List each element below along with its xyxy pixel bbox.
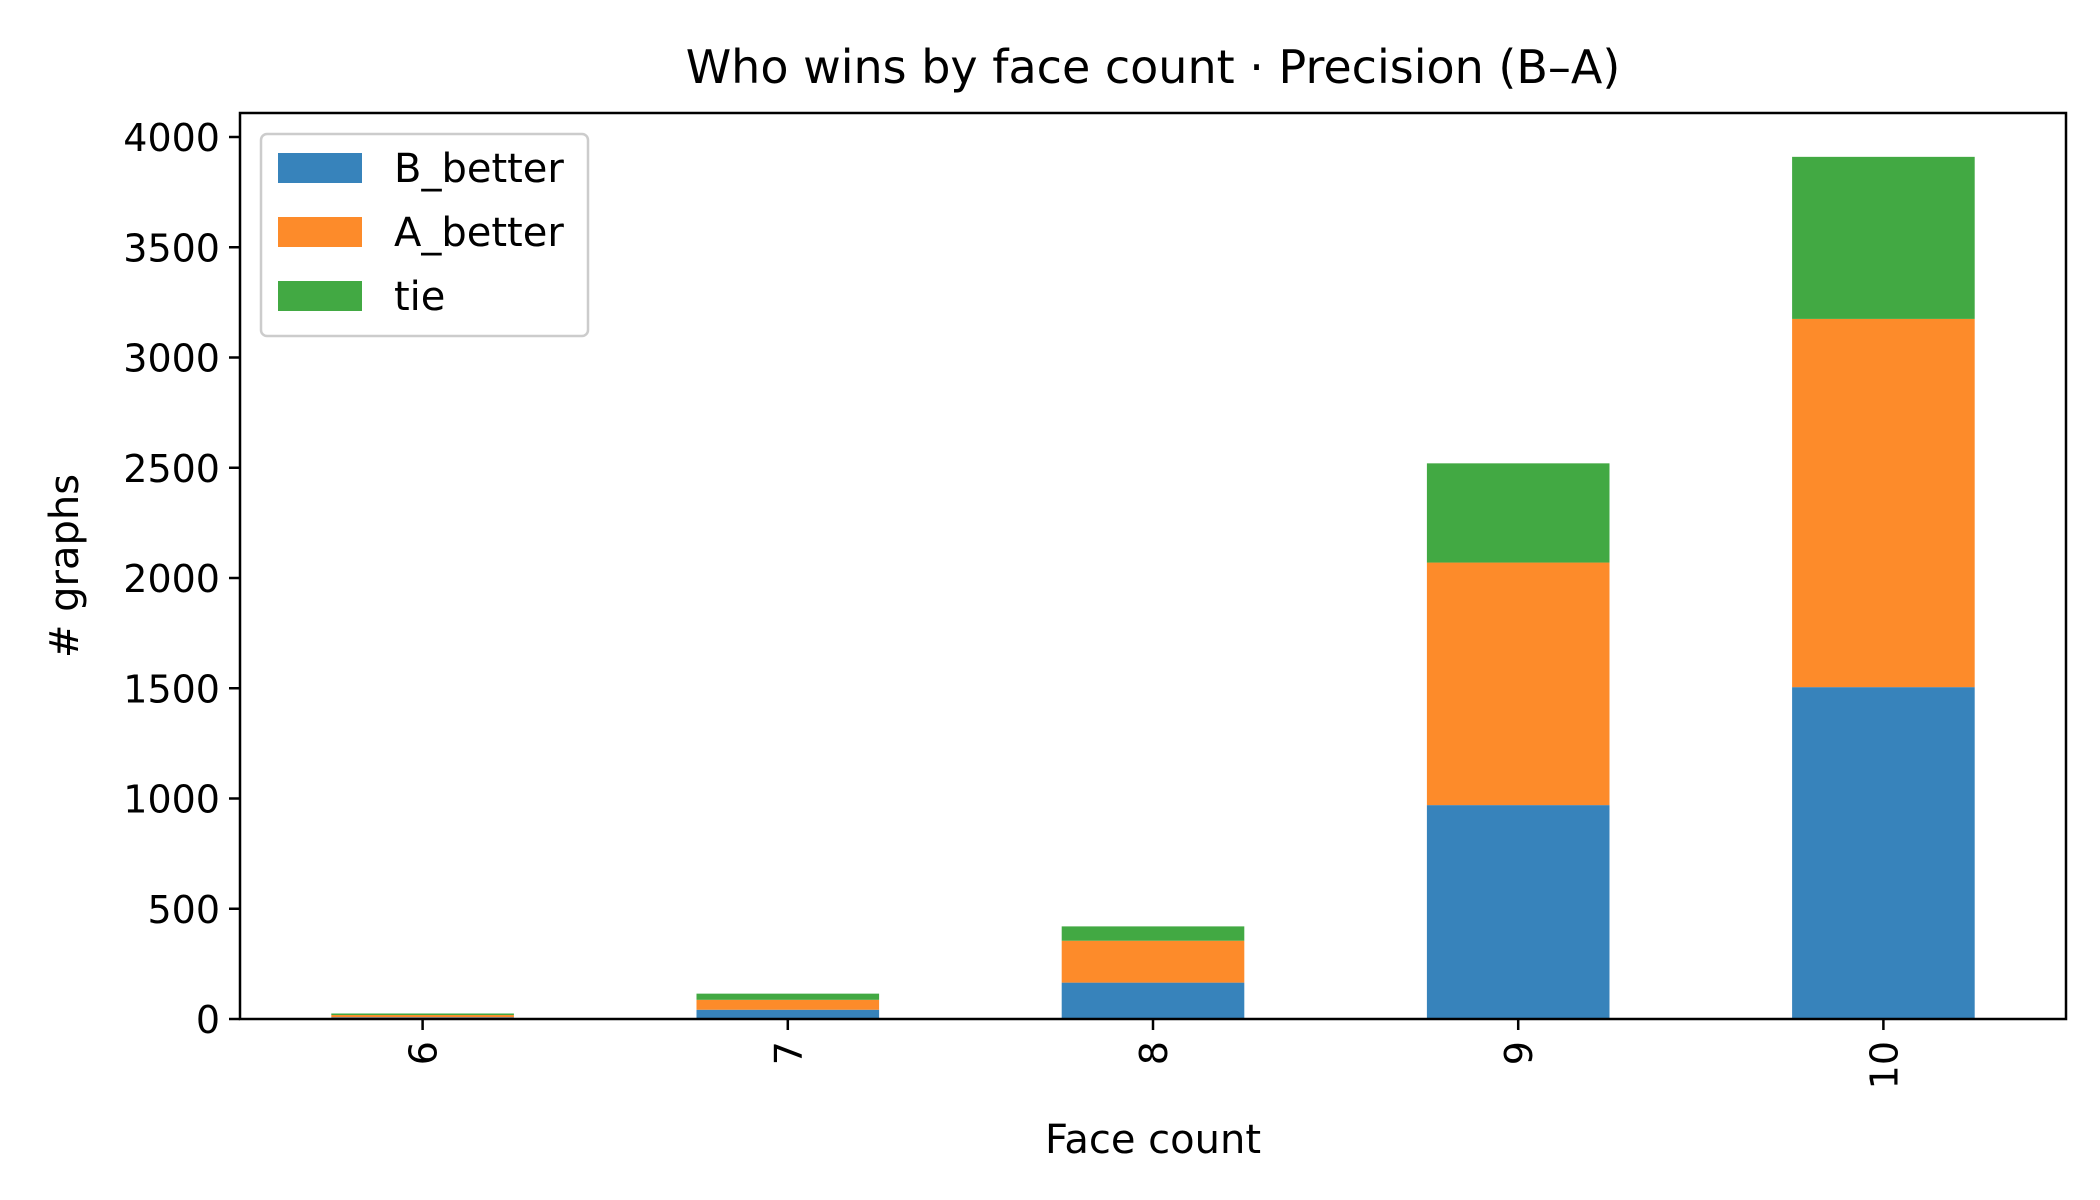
y-tick-label: 0 <box>196 998 220 1042</box>
y-tick-label: 4000 <box>123 116 220 160</box>
x-tick-label: 6 <box>402 1041 446 1065</box>
legend-swatch-tie <box>278 281 362 311</box>
y-tick-label: 1000 <box>123 778 220 822</box>
y-axis: 0 500 1000 1500 2000 2500 3000 3500 4000 <box>123 116 240 1042</box>
bar-b-better-9 <box>1426 805 1610 1019</box>
y-tick-label: 500 <box>147 888 220 932</box>
bar-tie-6 <box>331 1013 514 1016</box>
y-tick-label: 3500 <box>123 226 220 270</box>
y-tick-label: 2500 <box>123 447 220 491</box>
bar-tie-8 <box>1061 926 1245 941</box>
bar-tie-9 <box>1426 463 1610 563</box>
bar-tie-10 <box>1792 156 1975 319</box>
legend-label-a-better: A_better <box>394 210 564 256</box>
bars-group <box>331 156 1975 1019</box>
bar-tie-7 <box>696 993 880 1000</box>
y-tick-label: 3000 <box>123 337 220 381</box>
x-tick-label: 10 <box>1862 1041 1906 1089</box>
y-tick-label: 1500 <box>123 667 220 711</box>
bar-a-better-9 <box>1426 562 1610 806</box>
bar-a-better-10 <box>1792 318 1975 688</box>
x-axis-label: Face count <box>1045 1117 1261 1163</box>
x-axis: 6 7 8 9 10 <box>402 1019 1906 1089</box>
bar-b-better-8 <box>1061 982 1245 1019</box>
y-tick-label: 2000 <box>123 557 220 601</box>
y-axis-label: # graphs <box>42 474 88 658</box>
legend-label-b-better: B_better <box>394 146 564 192</box>
legend-label-tie: tie <box>394 274 445 320</box>
bar-a-better-7 <box>696 999 880 1010</box>
bar-b-better-10 <box>1792 687 1975 1019</box>
chart-title: Who wins by face count · Precision (B–A) <box>686 40 1621 94</box>
plot-frame <box>238 111 2068 1021</box>
bar-a-better-6 <box>331 1015 514 1018</box>
x-tick-label: 8 <box>1132 1041 1176 1065</box>
legend-swatch-b-better <box>278 153 362 183</box>
x-tick-label: 7 <box>767 1041 811 1065</box>
legend-swatch-a-better <box>278 217 362 247</box>
bar-b-better-7 <box>696 1009 880 1019</box>
bar-a-better-8 <box>1061 940 1245 983</box>
x-tick-label: 9 <box>1497 1041 1541 1065</box>
